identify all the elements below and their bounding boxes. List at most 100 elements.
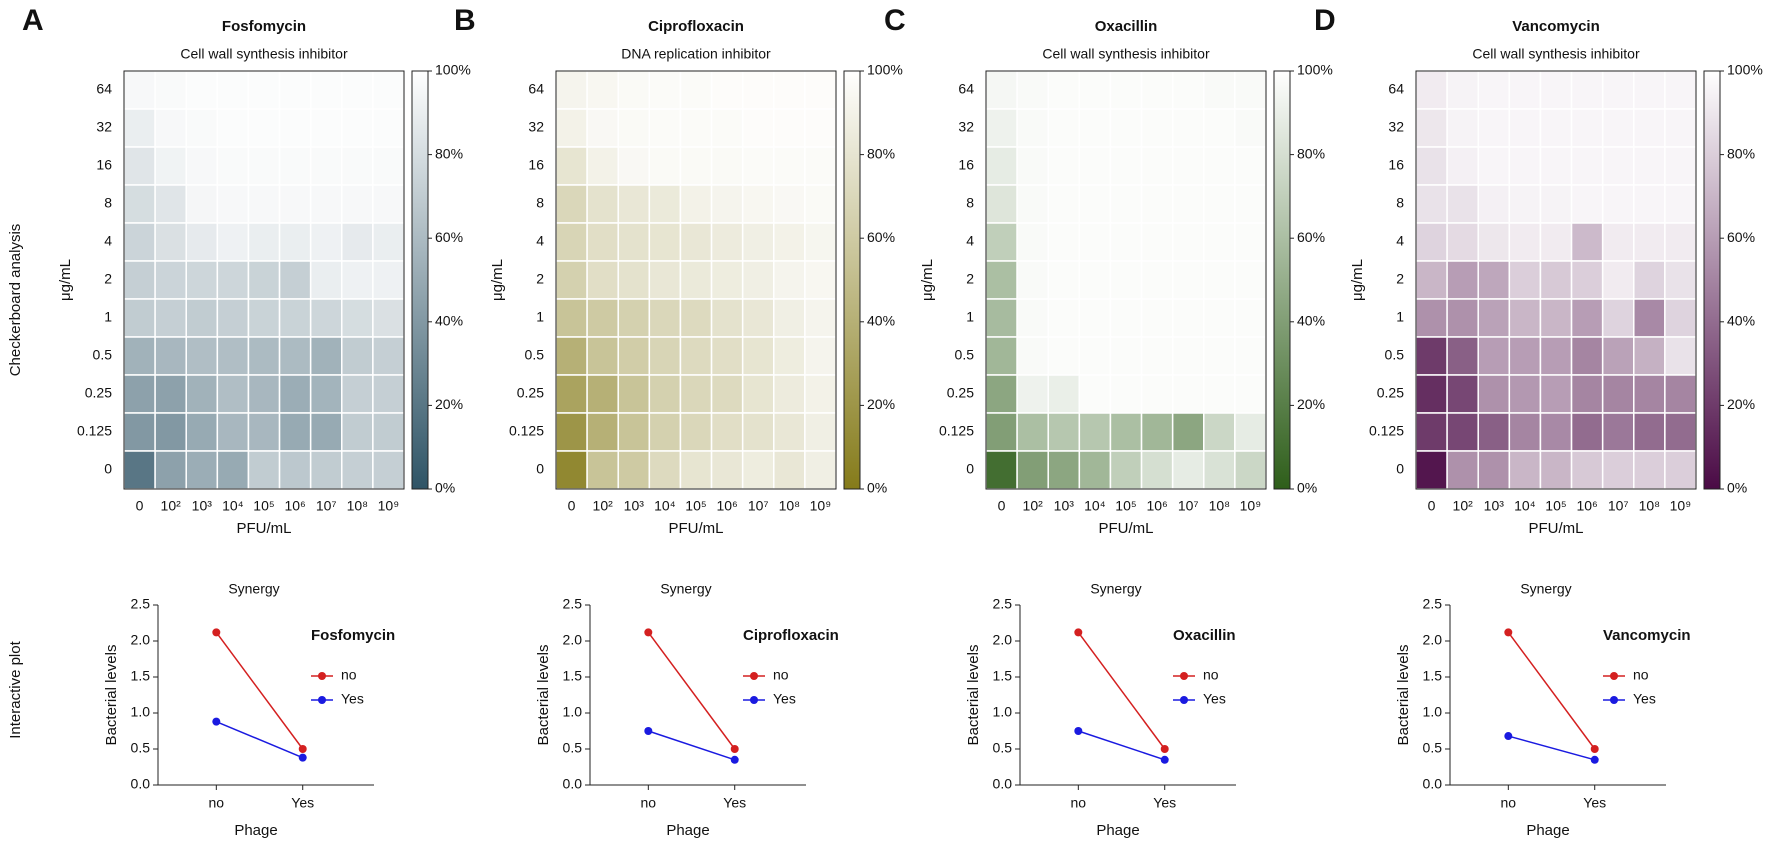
heat-cell bbox=[1140, 374, 1174, 414]
y-tick-label: 1 bbox=[536, 309, 544, 325]
x-tick-label: 10⁷ bbox=[1178, 498, 1199, 514]
heat-cell bbox=[216, 336, 250, 376]
heat-cell bbox=[679, 412, 713, 452]
heat-cell bbox=[341, 450, 374, 490]
heat-cell bbox=[372, 374, 405, 414]
heat-cell bbox=[617, 108, 651, 148]
legend-title: Fosfomycin bbox=[311, 627, 395, 644]
heat-cell bbox=[773, 108, 806, 148]
heat-cell bbox=[773, 70, 806, 110]
x-tick-label: 10⁴ bbox=[1084, 498, 1106, 514]
heat-cell bbox=[247, 374, 281, 414]
y-tick-label: 16 bbox=[958, 157, 974, 173]
y-tick-label: 0.5 bbox=[131, 740, 151, 756]
y-tick-label: 0.0 bbox=[993, 776, 1013, 792]
legend-label: Yes bbox=[773, 691, 796, 707]
x-tick-label: Yes bbox=[723, 795, 746, 811]
heat-cell bbox=[185, 146, 219, 186]
panel-label: D bbox=[1314, 4, 1336, 37]
heat-cell bbox=[1477, 260, 1511, 300]
colorbar-tick-label: 60% bbox=[1297, 229, 1325, 245]
y-tick-label: 1.0 bbox=[131, 704, 151, 720]
heat-cell bbox=[1016, 108, 1049, 148]
heat-cell bbox=[617, 336, 651, 376]
heat-cell bbox=[804, 222, 837, 262]
y-tick-label: 1.5 bbox=[1423, 668, 1443, 684]
heat-cell bbox=[1570, 222, 1604, 262]
heat-cell bbox=[1078, 108, 1112, 148]
heat-cell bbox=[617, 184, 651, 224]
heat-cell bbox=[372, 336, 405, 376]
heat-cell bbox=[1508, 108, 1542, 148]
heat-cell bbox=[679, 146, 713, 186]
y-tick-label: 0 bbox=[536, 461, 544, 477]
x-tick-label: 10⁹ bbox=[1670, 498, 1692, 514]
heat-cell bbox=[278, 298, 312, 338]
heat-cell bbox=[154, 298, 187, 338]
y-tick-label: 0 bbox=[966, 461, 974, 477]
heat-cell bbox=[1171, 70, 1205, 110]
heat-cell bbox=[1016, 222, 1049, 262]
heat-cell bbox=[1140, 146, 1174, 186]
heat-cell bbox=[1171, 450, 1205, 490]
heat-cell bbox=[1539, 412, 1573, 452]
legend-label: Yes bbox=[341, 691, 364, 707]
colorbar bbox=[411, 70, 429, 490]
heat-cell bbox=[1539, 450, 1573, 490]
heat-cell bbox=[648, 222, 682, 262]
heat-cell bbox=[1171, 108, 1205, 148]
heat-cell bbox=[648, 260, 682, 300]
colorbar-tick-label: 100% bbox=[1297, 62, 1333, 78]
heat-cell bbox=[1078, 222, 1112, 262]
heat-cell bbox=[123, 222, 156, 262]
heat-cell bbox=[1203, 412, 1236, 452]
colorbar-tick-label: 80% bbox=[867, 145, 895, 161]
heat-cell bbox=[247, 108, 281, 148]
heat-cell bbox=[1633, 146, 1666, 186]
heat-cell bbox=[648, 70, 682, 110]
heat-cell bbox=[648, 184, 682, 224]
heat-cell bbox=[985, 412, 1018, 452]
heat-cell bbox=[617, 146, 651, 186]
heat-cell bbox=[1446, 450, 1479, 490]
legend-marker bbox=[1610, 672, 1618, 680]
x-tick-label: 10⁷ bbox=[316, 498, 337, 514]
heat-cell bbox=[586, 298, 619, 338]
point bbox=[1160, 755, 1169, 764]
heat-cell bbox=[341, 374, 374, 414]
x-tick-label: 10⁴ bbox=[1514, 498, 1536, 514]
heat-cell bbox=[278, 260, 312, 300]
heat-cell bbox=[1633, 70, 1666, 110]
heat-cell bbox=[1140, 222, 1174, 262]
y-tick-label: 1.0 bbox=[1423, 704, 1443, 720]
x-tick-label: 0 bbox=[1428, 498, 1436, 514]
heat-cell bbox=[341, 412, 374, 452]
colorbar-tick-label: 40% bbox=[1727, 313, 1755, 329]
heat-cell bbox=[123, 146, 156, 186]
heat-cell bbox=[309, 260, 343, 300]
x-tick-label: 10⁹ bbox=[1240, 498, 1262, 514]
heat-cell bbox=[1140, 184, 1174, 224]
heat-cell bbox=[372, 222, 405, 262]
x-tick-label: 10⁴ bbox=[654, 498, 676, 514]
heat-cell bbox=[1570, 374, 1604, 414]
heat-cell bbox=[154, 260, 187, 300]
heat-cell bbox=[309, 298, 343, 338]
heat-cell bbox=[216, 298, 250, 338]
heat-cell bbox=[1508, 184, 1542, 224]
heat-cell bbox=[710, 70, 744, 110]
colorbar-tick-label: 0% bbox=[867, 480, 887, 496]
colorbar-tick-label: 100% bbox=[867, 62, 903, 78]
heat-cell bbox=[1477, 412, 1511, 452]
heat-cell bbox=[648, 374, 682, 414]
heat-cell bbox=[216, 146, 250, 186]
heat-cell bbox=[679, 222, 713, 262]
heat-cell bbox=[1477, 298, 1511, 338]
x-tick-label: 10⁴ bbox=[222, 498, 244, 514]
y-axis-label: μg/mL bbox=[489, 259, 506, 301]
x-tick-label: 10² bbox=[1023, 498, 1044, 514]
heat-cell bbox=[278, 412, 312, 452]
heat-cell bbox=[1539, 298, 1573, 338]
heat-cell bbox=[1664, 146, 1697, 186]
heat-cell bbox=[555, 374, 588, 414]
